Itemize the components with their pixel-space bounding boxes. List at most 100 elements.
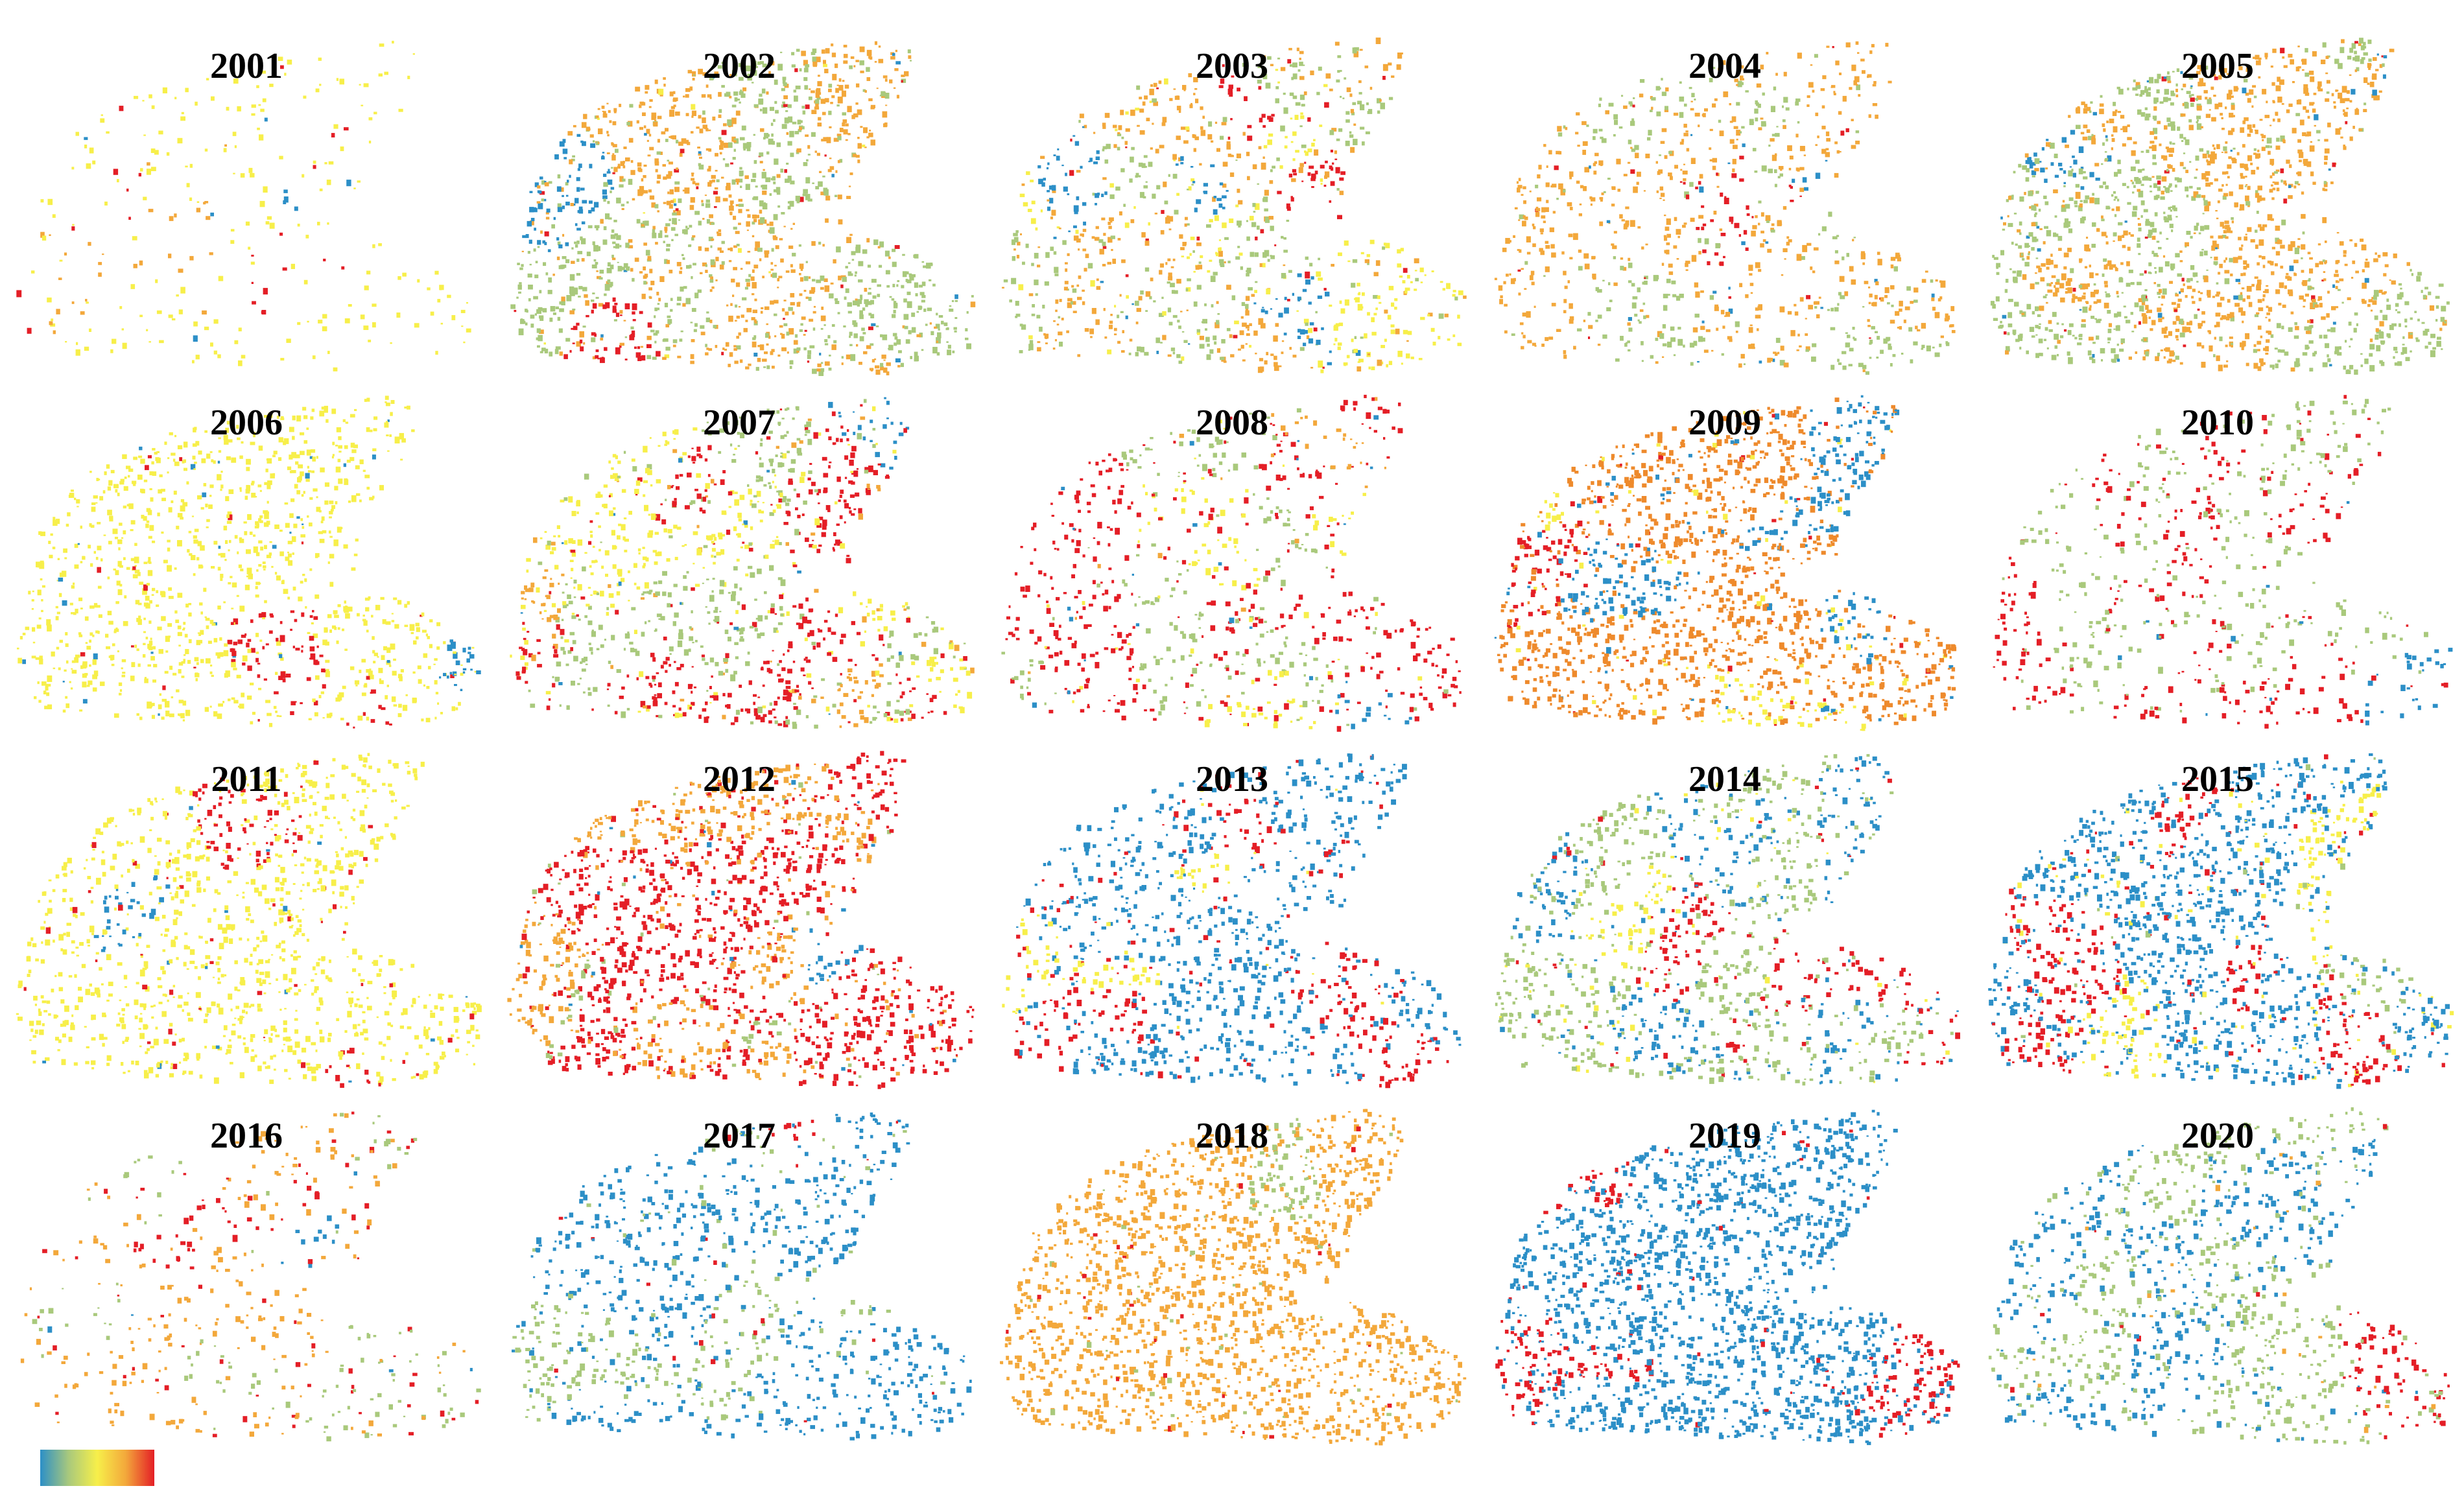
pixel-cell bbox=[1576, 180, 1580, 184]
pixel-cell bbox=[1337, 55, 1342, 58]
pixel-cell bbox=[1340, 95, 1342, 98]
pixel-cell bbox=[921, 349, 924, 351]
pixel-cell bbox=[777, 64, 783, 71]
pixel-cell bbox=[804, 85, 809, 90]
pixel-cell bbox=[1337, 70, 1340, 73]
pixel-cell bbox=[774, 265, 777, 266]
pixel-cell bbox=[578, 163, 582, 169]
pixel-cell bbox=[1731, 173, 1737, 178]
pixel-cell bbox=[2345, 121, 2348, 124]
pixel-cell bbox=[2076, 107, 2081, 114]
pixel-cell bbox=[2321, 59, 2326, 64]
pixel-cell bbox=[1164, 200, 1168, 205]
pixel-cell bbox=[2031, 247, 2035, 251]
pixel-cell bbox=[2410, 317, 2413, 320]
pixel-cell bbox=[783, 323, 788, 327]
pixel-cell bbox=[1257, 183, 1259, 185]
pixel-cell bbox=[709, 75, 713, 80]
pixel-cell bbox=[569, 174, 571, 178]
pixel-cell bbox=[1090, 280, 1095, 287]
pixel-cell bbox=[866, 77, 871, 81]
pixel-cell bbox=[1292, 355, 1297, 358]
pixel-cell bbox=[1569, 257, 1573, 260]
pixel-cell bbox=[836, 246, 841, 253]
pixel-cell bbox=[2294, 181, 2299, 185]
pixel-cell bbox=[860, 296, 863, 300]
pixel-cell bbox=[1310, 366, 1314, 369]
pixel-cell bbox=[773, 189, 777, 193]
pixel-cell bbox=[1300, 115, 1305, 119]
pixel-cell bbox=[639, 189, 644, 195]
pixel-cell bbox=[2080, 218, 2085, 224]
pixel-cell bbox=[331, 133, 335, 137]
pixel-cell bbox=[1322, 366, 1325, 369]
pixel-cell bbox=[245, 221, 250, 226]
pixel-cell bbox=[769, 221, 774, 226]
pixel-cell bbox=[1632, 296, 1638, 300]
pixel-cell bbox=[595, 141, 600, 145]
pixel-cell bbox=[1121, 136, 1124, 139]
pixel-cell bbox=[1517, 269, 1521, 272]
pixel-cell bbox=[171, 318, 176, 321]
pixel-cell bbox=[2179, 362, 2183, 365]
pixel-cell bbox=[1522, 312, 1528, 317]
pixel-cell bbox=[1031, 263, 1034, 266]
pixel-cell bbox=[1890, 264, 1894, 268]
pixel-cell bbox=[1532, 223, 1535, 227]
pixel-cell bbox=[2048, 329, 2053, 333]
pixel-cell bbox=[632, 319, 636, 322]
pixel-cell bbox=[1660, 193, 1665, 197]
pixel-cell bbox=[611, 143, 615, 146]
pixel-cell bbox=[738, 332, 741, 336]
pixel-cell bbox=[2338, 63, 2343, 69]
pixel-cell bbox=[2393, 253, 2397, 259]
pixel-cell bbox=[1851, 119, 1854, 121]
pixel-cell bbox=[1868, 286, 1871, 289]
pixel-cell bbox=[2149, 77, 2154, 84]
pixel-cell bbox=[682, 257, 685, 260]
pixel-cell bbox=[689, 244, 692, 247]
pixel-cell bbox=[619, 104, 622, 108]
pixel-cell bbox=[1104, 113, 1110, 118]
pixel-cell bbox=[2411, 273, 2413, 276]
pixel-cell bbox=[2234, 205, 2237, 207]
pixel-cell bbox=[2105, 185, 2109, 189]
pixel-cell bbox=[1213, 335, 1217, 340]
pixel-cell bbox=[2222, 171, 2226, 175]
pixel-cell bbox=[2324, 156, 2328, 161]
pixel-cell bbox=[1317, 295, 1323, 299]
pixel-cell bbox=[625, 157, 630, 161]
pixel-cell bbox=[954, 330, 957, 333]
pixel-cell bbox=[679, 270, 682, 274]
pixel-cell bbox=[1869, 342, 1872, 345]
pixel-cell bbox=[672, 198, 676, 203]
pixel-cell bbox=[1776, 126, 1779, 128]
pixel-cell bbox=[1391, 302, 1395, 307]
pixel-cell bbox=[738, 222, 741, 226]
pixel-cell bbox=[1296, 310, 1299, 312]
pixel-cell bbox=[1670, 326, 1675, 331]
pixel-cell bbox=[754, 298, 757, 301]
pixel-cell bbox=[859, 46, 865, 53]
pixel-cell bbox=[1712, 67, 1716, 69]
pixel-cell bbox=[662, 164, 666, 167]
pixel-cell bbox=[1662, 356, 1664, 358]
pixel-cell bbox=[605, 302, 610, 309]
pixel-cell bbox=[1842, 365, 1847, 370]
pixel-cell bbox=[2279, 79, 2284, 85]
pixel-cell bbox=[1808, 82, 1814, 88]
pixel-cell bbox=[2288, 103, 2293, 107]
pixel-cell bbox=[2356, 108, 2358, 110]
pixel-cell bbox=[2326, 91, 2330, 94]
pixel-cell bbox=[1908, 327, 1913, 332]
pixel-cell bbox=[2172, 143, 2175, 145]
pixel-cell bbox=[1825, 131, 1830, 137]
pixel-cell bbox=[2280, 180, 2283, 183]
pixel-cell bbox=[2084, 266, 2088, 268]
pixel-cell bbox=[1910, 301, 1913, 304]
pixel-cell bbox=[757, 345, 761, 348]
pixel-cell bbox=[2216, 291, 2221, 295]
pixel-cell bbox=[838, 219, 843, 225]
pixel-cell bbox=[1529, 190, 1532, 193]
pixel-cell bbox=[892, 283, 895, 288]
